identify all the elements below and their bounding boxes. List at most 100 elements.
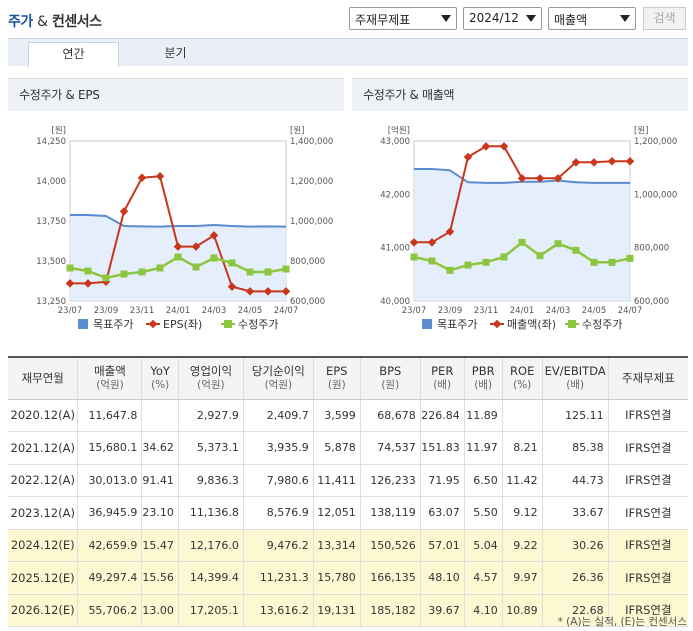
- chart-title-sales: 수정주가 & 매출액: [352, 78, 688, 111]
- financial-table: 재무연월 매출액 (억원) YoY (%) 영업이익 (억원) 당기순이익 (억원) EPS (원)…: [8, 356, 688, 627]
- column-header-label: 재무연월: [21, 371, 64, 386]
- primary-series-point: [209, 231, 219, 240]
- primary-series-point: [65, 279, 75, 288]
- table-cell: 34.62: [141, 431, 179, 465]
- stock-price-point: [174, 253, 182, 261]
- column-header-label: PBR: [471, 364, 495, 379]
- primary-series-point: [137, 173, 147, 183]
- stock-price-point: [554, 240, 562, 248]
- column-header: EPS (원): [312, 357, 361, 400]
- period-select-value: 2024/12: [469, 11, 519, 25]
- x-tick-label: 24/07: [274, 306, 299, 316]
- x-tick-label: 23/09: [438, 306, 463, 316]
- table-cell: 57.01: [419, 529, 465, 562]
- table-cell: 185,182: [359, 594, 421, 627]
- table-cell: 9.12: [501, 496, 543, 530]
- table-cell: 4.10: [463, 594, 503, 627]
- stock-price-point: [410, 253, 418, 261]
- primary-series-point: [589, 158, 599, 167]
- period-select[interactable]: 2024/12: [463, 7, 542, 30]
- table-cell: 8,576.9: [242, 496, 314, 530]
- x-tick-label: 24/03: [202, 306, 227, 316]
- column-header-label: BPS: [379, 364, 402, 379]
- table-cell: 2023.12(A): [8, 496, 78, 530]
- x-tick-label: 23/07: [402, 306, 427, 316]
- table-cell: 11,647.8: [77, 399, 142, 432]
- page-title: 주가 & 컨센서스: [8, 11, 102, 31]
- target-price-line: [70, 214, 287, 228]
- left-tick-label: 42,000: [380, 190, 410, 200]
- table-cell: 2025.12(E): [8, 561, 78, 595]
- tab-annual[interactable]: 연간: [28, 42, 119, 67]
- column-header-label: 매출액: [94, 364, 126, 379]
- x-tick-label: 23/09: [94, 306, 119, 316]
- column-header: PER (배): [419, 357, 465, 400]
- legend-label: 목표주가: [93, 318, 133, 331]
- table-body: 2020.12(A) 11,647.8 2,927.9 2,409.7 3,599 68,…: [8, 399, 688, 627]
- stock-price-point: [482, 258, 490, 266]
- legend-label: EPS(좌): [163, 318, 202, 331]
- table-cell: 15,780: [312, 561, 361, 595]
- stock-price-point: [120, 270, 128, 278]
- table-cell: 2024.12(E): [8, 529, 78, 562]
- primary-series-point: [119, 207, 129, 216]
- table-cell: 33.67: [541, 496, 609, 530]
- title-part2: 컨센서스: [51, 14, 102, 30]
- column-header-unit: (억원): [264, 379, 293, 392]
- chart-sales: [억원] [원] 43,000 42,000 41,000 40,000 1,200,000…: [380, 125, 677, 331]
- x-tick-label: 23/11: [474, 306, 499, 316]
- column-header: PBR (배): [463, 357, 503, 400]
- footnote: * (A)는 실적, (E)는 컨센서스: [557, 616, 687, 628]
- table-row: 2021.12(A) 15,680.1 34.62 5,373.1 3,935.9 5,8…: [8, 431, 688, 465]
- table-cell: 13.00: [141, 594, 179, 627]
- table-cell: 2,927.9: [177, 399, 244, 432]
- table-cell: 22.68: [541, 594, 609, 627]
- table-cell: IFRS연결: [607, 594, 688, 627]
- table-cell: [501, 399, 543, 432]
- title-part1: 주가: [8, 14, 33, 30]
- right-tick-label: 1,400,000: [290, 137, 333, 147]
- legend-swatch-primary: [148, 319, 158, 329]
- primary-series-point: [445, 227, 455, 236]
- primary-series-point: [499, 142, 509, 151]
- table-cell: 8.21: [501, 431, 543, 465]
- metric-select[interactable]: 매출액: [548, 7, 636, 30]
- table-cell: 5,878: [312, 431, 361, 465]
- statement-select[interactable]: 주재무제표: [349, 7, 457, 30]
- column-header-unit: (원): [381, 379, 400, 392]
- table-cell: 6.50: [463, 464, 503, 497]
- x-tick-label: 24/03: [546, 306, 571, 316]
- right-axis-unit: [원]: [634, 126, 648, 136]
- table-cell: 30.26: [541, 529, 609, 562]
- table-cell: 150,526: [359, 529, 421, 562]
- primary-series-point: [83, 279, 93, 288]
- left-tick-label: 14,250: [36, 137, 66, 147]
- table-cell: 2026.12(E): [8, 594, 78, 627]
- table-cell: 17,205.1: [177, 594, 244, 627]
- left-tick-label: 14,000: [36, 177, 66, 187]
- column-header-label: EV/EBITDA: [544, 364, 606, 379]
- primary-series-point: [227, 282, 237, 291]
- column-header: 영업이익 (억원): [177, 357, 244, 400]
- column-header-label: PER: [431, 364, 454, 379]
- table-cell: 13,616.2: [242, 594, 314, 627]
- stock-price-point: [572, 246, 580, 254]
- x-tick-label: 24/05: [582, 306, 607, 316]
- right-tick-label: 1,200,000: [290, 177, 333, 187]
- stock-price-point: [246, 268, 254, 276]
- left-axis-unit: [억원]: [388, 125, 410, 136]
- primary-series-point: [245, 287, 255, 296]
- tab-quarterly[interactable]: 분기: [164, 46, 187, 60]
- search-button[interactable]: 검색: [643, 7, 686, 30]
- x-tick-label: 23/07: [58, 306, 83, 316]
- table-cell: 26.36: [541, 561, 609, 595]
- x-tick-label: 23/11: [130, 306, 155, 316]
- title-amp: &: [37, 14, 48, 30]
- table-cell: 9,476.2: [242, 529, 314, 562]
- right-tick-label: 800,000: [634, 244, 669, 254]
- table-cell: 12,176.0: [177, 529, 244, 562]
- table-cell: 7,980.6: [242, 464, 314, 497]
- stock-price-point: [264, 268, 272, 276]
- primary-series-point: [281, 287, 291, 296]
- x-tick-label: 24/07: [618, 306, 643, 316]
